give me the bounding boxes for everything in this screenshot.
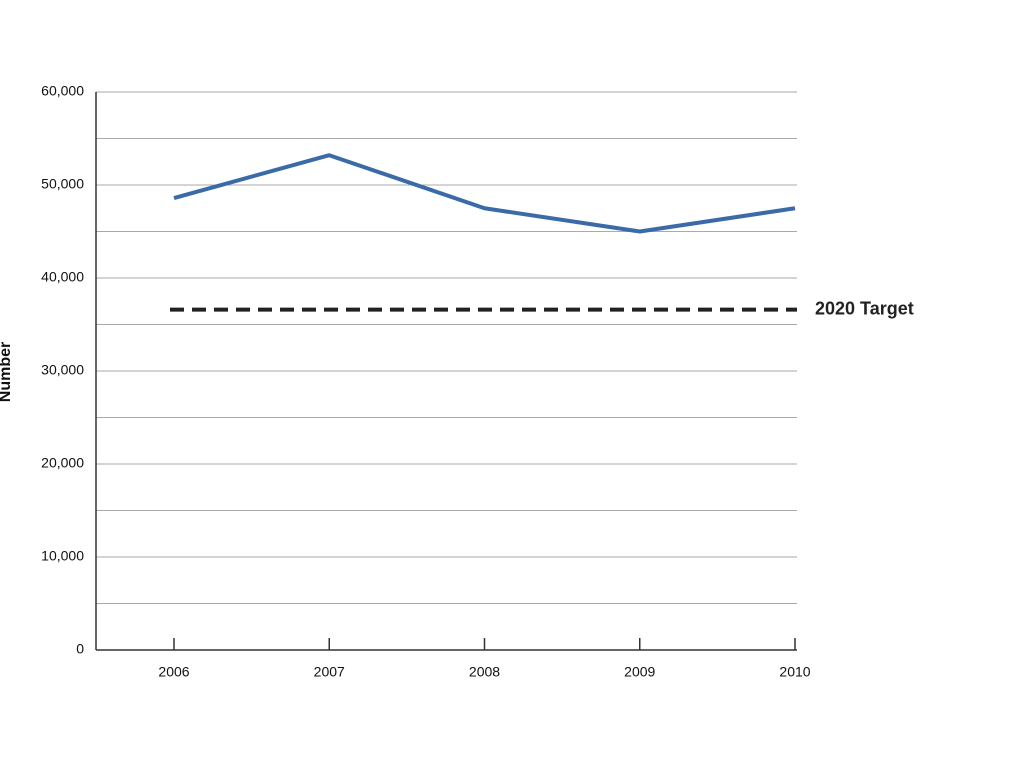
y-axis-label: Number: [0, 342, 14, 402]
y-tick-label: 50,000: [41, 176, 84, 192]
y-tick-label: 10,000: [41, 548, 84, 564]
y-tick-label: 0: [76, 641, 84, 657]
y-tick-label: 30,000: [41, 362, 84, 378]
x-tick-label: 2006: [158, 664, 189, 680]
y-tick-label: 20,000: [41, 455, 84, 471]
data-line: [173, 153, 796, 234]
y-tick-label: 40,000: [41, 269, 84, 285]
x-tick-label: 2008: [469, 664, 500, 680]
y-tick-label: 60,000: [41, 83, 84, 99]
x-tick-label: 2010: [779, 664, 810, 680]
reference-label: 2020 Target: [815, 298, 914, 318]
x-tick-label: 2007: [314, 664, 345, 680]
x-tick-label: 2009: [624, 664, 655, 680]
